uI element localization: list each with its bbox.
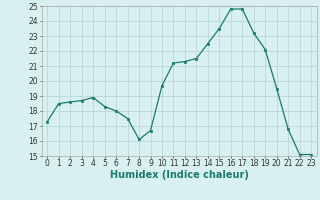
X-axis label: Humidex (Indice chaleur): Humidex (Indice chaleur)	[110, 170, 249, 180]
